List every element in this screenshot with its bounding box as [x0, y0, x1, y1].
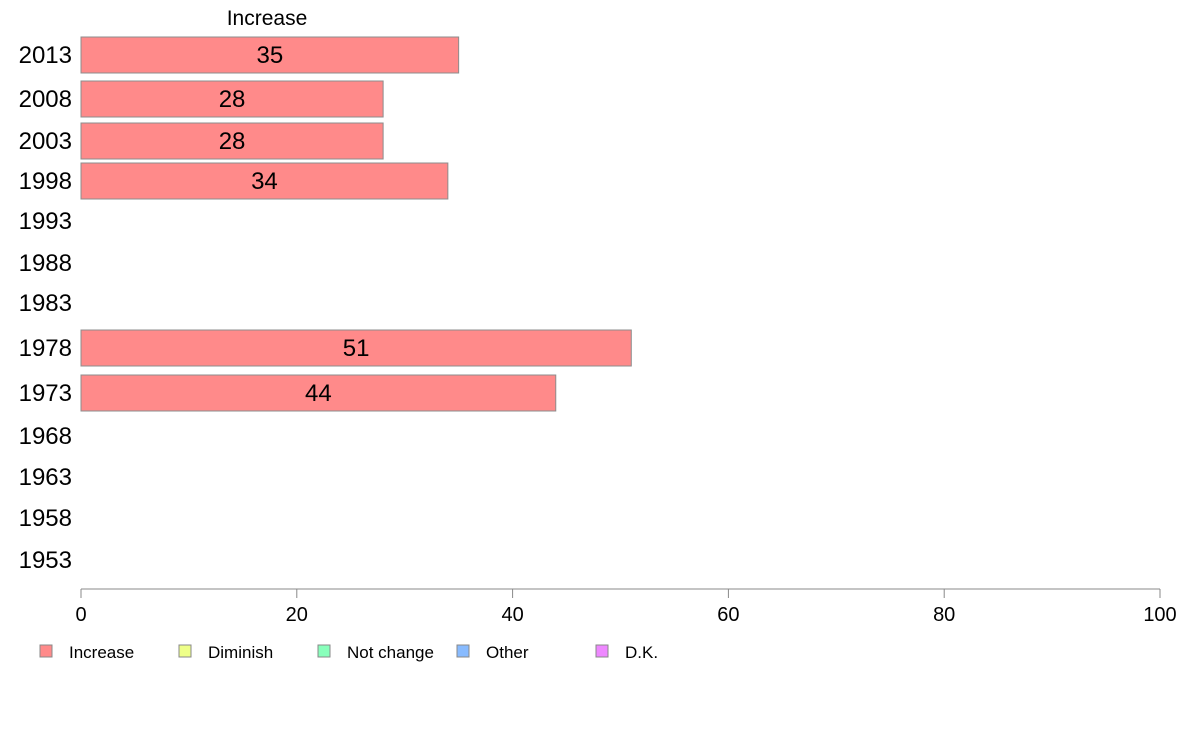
x-tick-label: 0	[75, 604, 86, 626]
x-tick-label: 100	[1143, 604, 1176, 626]
series-title: Increase	[227, 7, 308, 30]
legend-swatch	[178, 644, 192, 658]
bar	[80, 374, 557, 412]
category-label: 1968	[19, 423, 72, 450]
legend-label: Other	[486, 643, 529, 662]
x-tick-label: 20	[286, 604, 308, 626]
x-tick-label: 80	[933, 604, 955, 626]
bar	[80, 162, 449, 200]
legend-swatch	[39, 644, 53, 658]
category-label: 1963	[19, 464, 72, 491]
category-label: 2003	[19, 128, 72, 155]
legend-swatch	[595, 644, 609, 658]
category-label: 1988	[19, 250, 72, 277]
legend-label: Not change	[347, 643, 434, 662]
category-label: 1973	[19, 380, 72, 407]
legend-label: D.K.	[625, 643, 658, 662]
bar	[80, 122, 384, 160]
bar	[80, 329, 632, 367]
category-label: 1958	[19, 505, 72, 532]
bar-value-label: 44	[305, 380, 332, 407]
bar-value-label: 28	[219, 86, 246, 113]
category-label: 2008	[19, 86, 72, 113]
category-label: 1953	[19, 547, 72, 574]
category-label: 1993	[19, 208, 72, 235]
category-label: 2013	[19, 42, 72, 69]
x-tick-label: 60	[717, 604, 739, 626]
legend-swatch	[456, 644, 470, 658]
legend-swatch	[317, 644, 331, 658]
category-label: 1998	[19, 168, 72, 195]
category-label: 1983	[19, 290, 72, 317]
bar	[80, 80, 384, 118]
bar-value-label: 35	[256, 42, 283, 69]
x-tick-label: 40	[501, 604, 523, 626]
bar	[80, 36, 460, 74]
bar-value-label: 34	[251, 168, 278, 195]
legend-label: Diminish	[208, 643, 273, 662]
legend-label: Increase	[69, 643, 134, 662]
bar-value-label: 28	[219, 128, 246, 155]
category-label: 1978	[19, 335, 72, 362]
bar-value-label: 51	[343, 335, 370, 362]
